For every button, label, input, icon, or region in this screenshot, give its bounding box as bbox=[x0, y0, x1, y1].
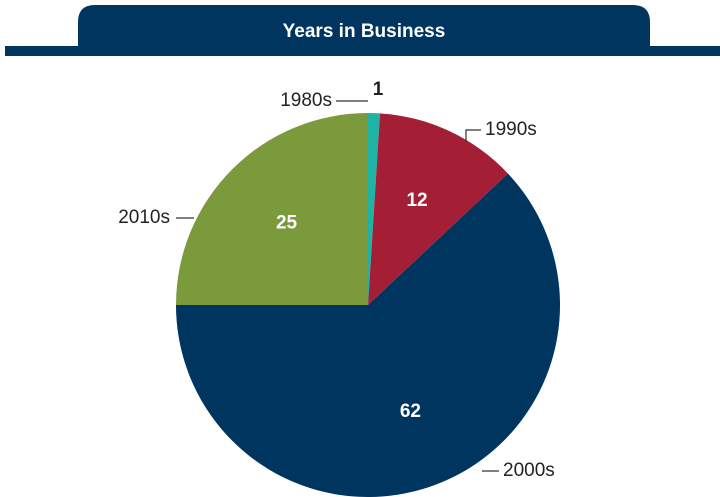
category-label: 1980s bbox=[280, 90, 332, 111]
value-label: 25 bbox=[276, 213, 298, 234]
pie-slice bbox=[176, 113, 368, 305]
category-label: 1990s bbox=[485, 119, 537, 140]
category-label: 2000s bbox=[503, 460, 555, 481]
leader-line bbox=[465, 129, 481, 142]
title-bar bbox=[5, 46, 720, 56]
pie-slice bbox=[368, 113, 508, 305]
pie-slice bbox=[368, 113, 381, 305]
value-label: 62 bbox=[400, 401, 421, 422]
pie-slice bbox=[176, 173, 560, 497]
chart-title: Years in Business bbox=[283, 21, 446, 42]
value-label: 12 bbox=[406, 190, 427, 211]
category-label: 2010s bbox=[118, 207, 170, 228]
value-label: 1 bbox=[373, 79, 384, 100]
title-tab bbox=[78, 5, 650, 50]
